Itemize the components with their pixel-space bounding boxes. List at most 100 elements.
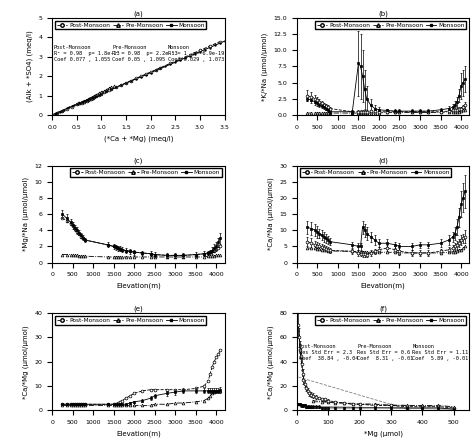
X-axis label: Elevation(m): Elevation(m): [361, 283, 405, 289]
Point: [147, 69, 155, 76]
Point: [84, 96, 91, 103]
Point: [196, 48, 204, 55]
Point: [108, 85, 115, 92]
Point: [117, 82, 125, 89]
Point: [93, 92, 100, 99]
Point: [186, 52, 194, 59]
Point: [132, 75, 140, 82]
Point: [83, 96, 91, 103]
Point: [117, 81, 125, 88]
Point: [110, 82, 118, 89]
Point: [75, 100, 83, 107]
Point: [52, 110, 60, 117]
Point: [90, 93, 98, 100]
Y-axis label: *Mg/*Na (μmol/μmol): *Mg/*Na (μmol/μmol): [22, 177, 29, 251]
Point: [122, 79, 130, 87]
Title: (b): (b): [378, 10, 388, 17]
Point: [102, 86, 110, 93]
Point: [127, 78, 135, 85]
Point: [100, 87, 108, 95]
Point: [58, 107, 66, 114]
Point: [75, 100, 83, 107]
Point: [87, 95, 94, 102]
Point: [81, 97, 88, 104]
Title: (f): (f): [379, 306, 387, 312]
Point: [98, 90, 105, 97]
Point: [81, 98, 88, 105]
Point: [147, 68, 155, 75]
Point: [132, 75, 140, 83]
Title: (e): (e): [134, 306, 143, 312]
Point: [182, 54, 189, 62]
Point: [122, 79, 130, 87]
Legend: Post-Monsoon, Pre-Monsoon, Monsoon: Post-Monsoon, Pre-Monsoon, Monsoon: [55, 316, 206, 325]
Title: (d): (d): [378, 158, 388, 164]
Point: [58, 107, 66, 114]
Point: [102, 88, 110, 95]
Point: [196, 47, 204, 54]
Point: [95, 91, 103, 98]
Point: [91, 93, 99, 100]
Point: [73, 100, 81, 107]
Point: [206, 43, 213, 50]
Point: [105, 87, 112, 94]
Text: Monsoon
Res Std Err = 1.11
Coef  5.89 , -0.01: Monsoon Res Std Err = 1.11 Coef 5.89 , -…: [412, 344, 469, 361]
Point: [63, 105, 71, 112]
Point: [152, 66, 159, 73]
Point: [65, 104, 73, 111]
Point: [172, 58, 179, 66]
Point: [95, 90, 103, 97]
Point: [75, 99, 83, 107]
Text: Monsoon
R² = 1  p= 6.9e-19
Coef 0.029 , 1.073: Monsoon R² = 1 p= 6.9e-19 Coef 0.029 , 1…: [168, 45, 224, 62]
Point: [137, 73, 145, 80]
Point: [166, 61, 174, 68]
Point: [98, 89, 105, 96]
X-axis label: Elevation(m): Elevation(m): [116, 430, 161, 437]
Legend: Post-Monsoon, Pre-Monsoon, Monsoon: Post-Monsoon, Pre-Monsoon, Monsoon: [315, 316, 466, 325]
Point: [85, 96, 93, 103]
Point: [95, 91, 103, 99]
Y-axis label: *Ca/*Na (μmol/μmol): *Ca/*Na (μmol/μmol): [267, 178, 274, 251]
Point: [63, 105, 71, 112]
Point: [157, 64, 164, 71]
Title: (c): (c): [134, 158, 143, 164]
Point: [90, 93, 98, 100]
Point: [71, 102, 78, 109]
Point: [112, 83, 120, 91]
Point: [100, 89, 108, 96]
Point: [162, 63, 169, 70]
Point: [142, 70, 149, 78]
Point: [206, 44, 213, 51]
Point: [49, 111, 57, 118]
Legend: Post-Monsoon, Pre-Monsoon, Monsoon: Post-Monsoon, Pre-Monsoon, Monsoon: [300, 169, 451, 177]
Point: [94, 91, 101, 99]
Point: [93, 92, 100, 99]
Point: [127, 77, 135, 84]
Point: [78, 99, 85, 106]
Point: [221, 38, 228, 45]
Point: [85, 95, 93, 102]
Legend: Post-Monsoon, Pre-Monsoon, Monsoon: Post-Monsoon, Pre-Monsoon, Monsoon: [55, 21, 206, 29]
Point: [108, 84, 115, 91]
Point: [166, 60, 174, 67]
X-axis label: Elevation(m): Elevation(m): [116, 283, 161, 289]
X-axis label: (*Ca + *Mg) (meq/l): (*Ca + *Mg) (meq/l): [104, 135, 173, 142]
Text: Post-Monsoon
R² = 0.98  p= 1.8e-13
Coef 0.077 , 1.055: Post-Monsoon R² = 0.98 p= 1.8e-13 Coef 0…: [54, 45, 119, 62]
Point: [112, 84, 120, 91]
X-axis label: *Mg (μmol): *Mg (μmol): [364, 430, 402, 437]
Point: [137, 73, 145, 80]
Point: [216, 38, 223, 45]
Point: [102, 88, 110, 95]
Point: [68, 103, 76, 111]
Point: [186, 51, 194, 58]
Point: [53, 109, 61, 116]
Point: [176, 56, 184, 63]
Point: [61, 106, 68, 113]
Point: [73, 101, 81, 108]
Point: [176, 57, 184, 64]
Point: [68, 103, 76, 110]
Point: [51, 110, 58, 117]
Point: [157, 65, 164, 72]
Point: [105, 85, 112, 92]
Text: Pre-Monsoon
R² = 0.98  p= 2.2e-13
Coef 0.05 , 1.095: Pre-Monsoon R² = 0.98 p= 2.2e-13 Coef 0.…: [112, 45, 178, 62]
